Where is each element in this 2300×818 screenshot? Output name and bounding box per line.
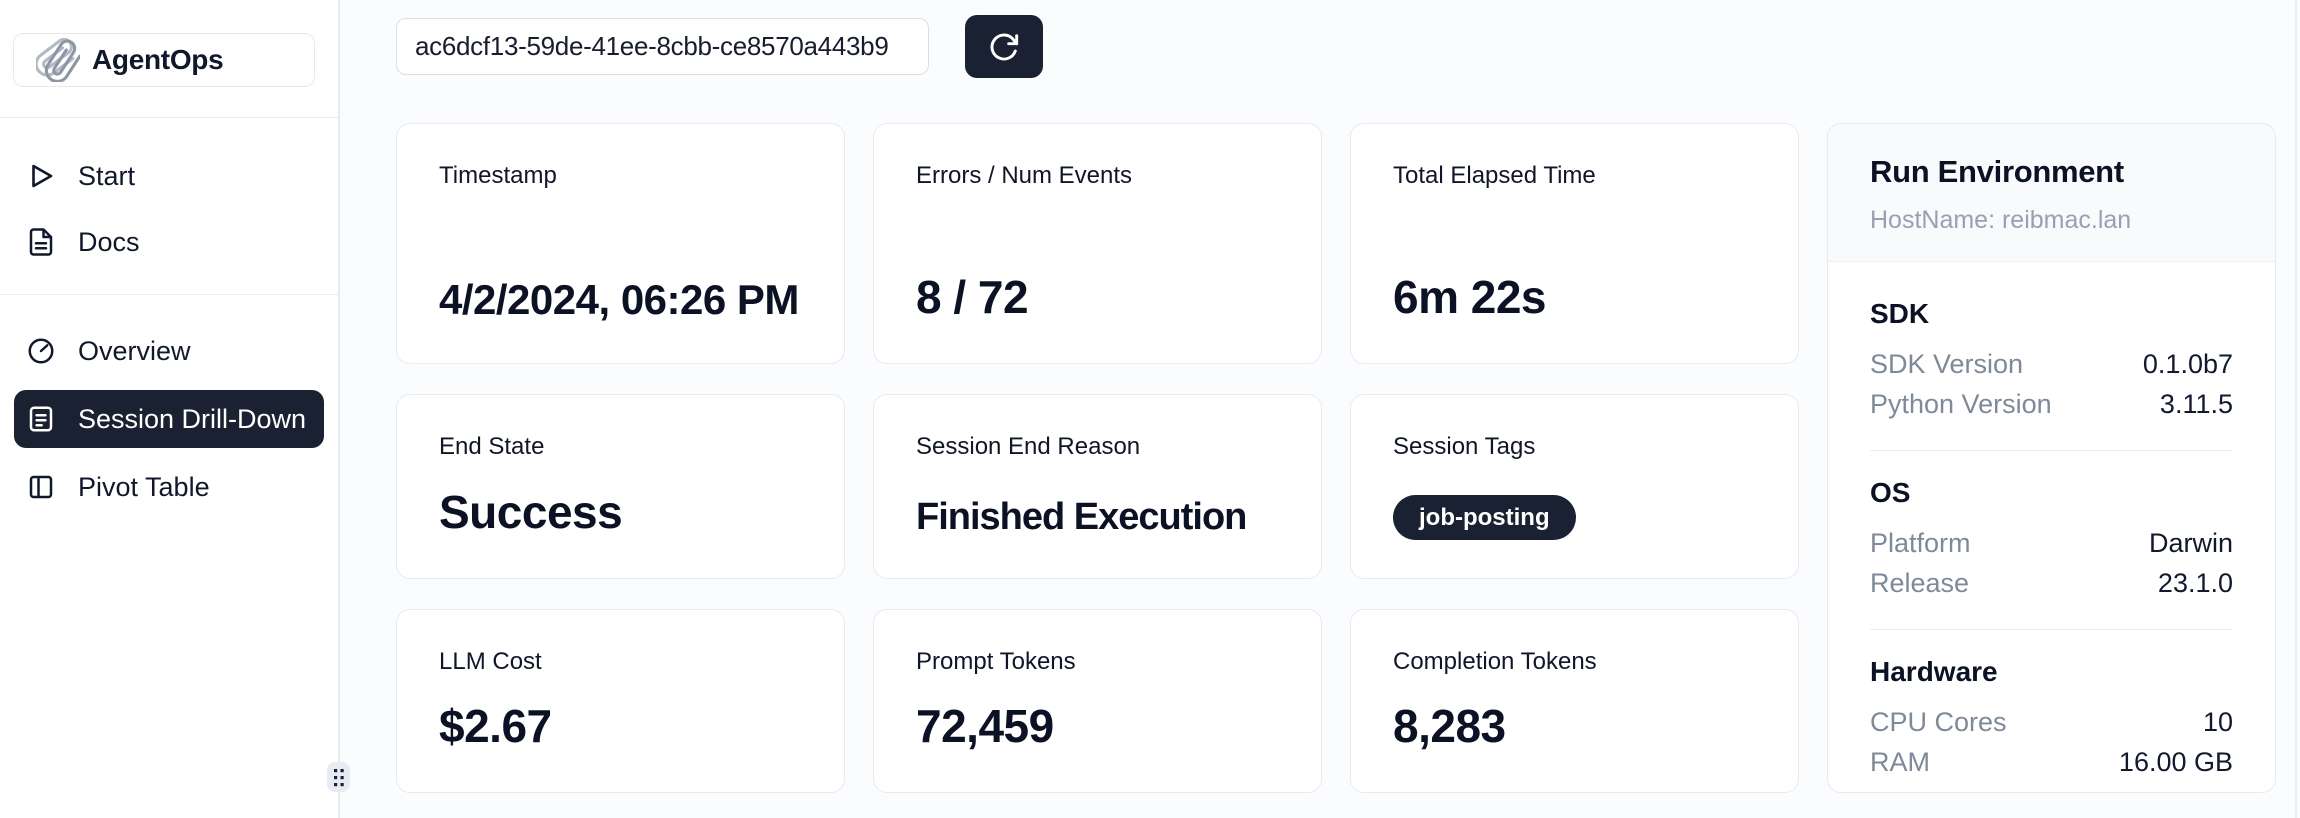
sidebar: AgentOps Start Docs (0, 0, 350, 818)
stat-card-value: 6m 22s (1393, 270, 1547, 323)
hostname-text: HostName: reibmac.lan (1870, 206, 2132, 234)
sidebar-item-docs[interactable]: Docs (14, 220, 324, 264)
sidebar-item-overview[interactable]: Overview (14, 329, 324, 373)
play-icon (32, 164, 53, 188)
env-section-divider (1870, 450, 2233, 451)
paperclip-logo-icon (36, 38, 80, 82)
run-environment-panel: Run Environment HostName: reibmac.lan SD… (1827, 123, 2276, 793)
refresh-icon (990, 33, 1019, 60)
env-row: SDK Version 0.1.0b7 (1870, 344, 2233, 384)
env-row: Python Version 3.11.5 (1870, 384, 2233, 424)
split-columns-icon (29, 475, 53, 499)
journal-text-icon (29, 406, 53, 432)
sidebar-item-pivot-table[interactable]: Pivot Table (14, 465, 324, 509)
env-section-hardware: Hardware CPU Cores 10 RAM 16.00 GB (1870, 656, 2233, 782)
stat-card-session-tags: Session Tags job-posting (1350, 394, 1799, 579)
env-row-value: 23.1.0 (2157, 568, 2233, 598)
env-row-label: SDK Version (1870, 349, 2024, 379)
stat-card-value: 72,459 (916, 699, 1054, 752)
env-row-value: 0.1.0b7 (2142, 349, 2233, 379)
sidebar-item-label: Start (78, 160, 136, 191)
stat-card-label: Session Tags (1393, 433, 1536, 460)
stat-card-value: 4/2/2024, 06:26 PM (439, 275, 799, 323)
brand-name: AgentOps (92, 44, 224, 75)
run-environment-header: Run Environment HostName: reibmac.lan (1828, 124, 2275, 262)
stat-card-end-state: End State Success (396, 394, 845, 579)
gauge-icon (28, 338, 54, 364)
session-tag-badge: job-posting (1393, 495, 1576, 540)
stat-card-llm-cost: LLM Cost $2.67 (396, 609, 845, 793)
stat-card-completion-tokens: Completion Tokens 8,283 (1350, 609, 1799, 793)
stat-card-label: Prompt Tokens (916, 648, 1076, 675)
stat-card-errors-num-events: Errors / Num Events 8 / 72 (873, 123, 1322, 364)
sidebar-nav-top: Start Docs (0, 154, 338, 264)
brand-logo[interactable]: AgentOps (13, 33, 315, 87)
run-environment-title: Run Environment (1870, 154, 2124, 189)
window-edge-line (2295, 0, 2297, 818)
topbar (396, 15, 2276, 78)
env-row-value: 3.11.5 (2159, 389, 2233, 419)
stat-card-label: Session End Reason (916, 433, 1141, 460)
sidebar-item-start[interactable]: Start (14, 154, 324, 198)
refresh-button[interactable] (965, 15, 1043, 78)
file-text-icon (29, 228, 53, 256)
run-environment-body: SDK SDK Version 0.1.0b7 Python Version 3… (1828, 262, 2275, 792)
env-row-label: Python Version (1870, 389, 2052, 419)
env-row-label: Platform (1870, 528, 1971, 558)
env-row-value: Darwin (2148, 528, 2233, 558)
env-section-sdk: SDK SDK Version 0.1.0b7 Python Version 3… (1870, 298, 2233, 424)
env-row: Release 23.1.0 (1870, 563, 2233, 603)
sidebar-divider (0, 294, 338, 295)
env-row: RAM 16.00 GB (1870, 742, 2233, 782)
stat-card-session-end-reason: Session End Reason Finished Execution (873, 394, 1322, 579)
stat-card-value: 8 / 72 (916, 270, 1029, 323)
env-row-label: CPU Cores (1870, 707, 2007, 737)
env-row-value: 16.00 GB (2118, 747, 2233, 777)
sidebar-item-label: Overview (78, 335, 191, 366)
stat-card-value: 8,283 (1393, 699, 1506, 752)
sidebar-item-label: Docs (78, 226, 140, 257)
sidebar-item-label: Session Drill-Down (78, 403, 307, 434)
stat-card-label: LLM Cost (439, 648, 542, 675)
stat-card-label: Total Elapsed Time (1393, 162, 1596, 189)
sidebar-resize-handle[interactable] (327, 762, 350, 792)
env-row-value: 10 (2202, 707, 2233, 737)
env-row: CPU Cores 10 (1870, 702, 2233, 742)
stat-card-label: Completion Tokens (1393, 648, 1597, 675)
stat-card-label: End State (439, 433, 545, 460)
env-section-os: OS Platform Darwin Release 23.1.0 (1870, 477, 2233, 603)
stat-card-value: Finished Execution (916, 495, 1247, 538)
stat-card-label: Errors / Num Events (916, 162, 1133, 189)
env-section-heading: Hardware (1870, 656, 1998, 687)
stat-card-prompt-tokens: Prompt Tokens 72,459 (873, 609, 1322, 793)
env-section-divider (1870, 629, 2233, 630)
env-section-heading: SDK (1870, 298, 1930, 329)
sidebar-item-session-drill-down[interactable]: Session Drill-Down (14, 390, 324, 448)
session-id-input[interactable] (396, 18, 929, 75)
env-section-heading: OS (1870, 477, 1911, 508)
env-row-label: RAM (1870, 747, 1930, 777)
sidebar-item-label: Pivot Table (78, 471, 210, 502)
grip-dots-icon (333, 768, 344, 786)
env-row: Platform Darwin (1870, 523, 2233, 563)
stat-card-total-elapsed-time: Total Elapsed Time 6m 22s (1350, 123, 1799, 364)
stat-card-value: $2.67 (439, 699, 552, 752)
stat-card-value: Success (439, 485, 623, 538)
stats-grid: Timestamp 4/2/2024, 06:26 PM Errors / Nu… (396, 123, 2276, 793)
env-row-label: Release (1870, 568, 1970, 598)
main-content: Timestamp 4/2/2024, 06:26 PM Errors / Nu… (340, 0, 2300, 818)
stat-card-timestamp: Timestamp 4/2/2024, 06:26 PM (396, 123, 845, 364)
stat-card-label: Timestamp (439, 162, 557, 189)
sidebar-divider (0, 117, 338, 118)
sidebar-nav-main: Overview Session Drill-Down Pivot Table (0, 329, 338, 509)
